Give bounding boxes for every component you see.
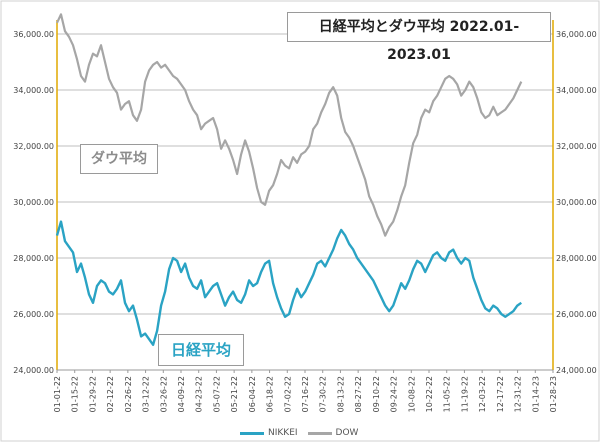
x-tick-label: 01-28-23	[549, 376, 558, 412]
y-axis-left-ticks: 24,000.00 26,000.00 28,000.00 30,000.00 32,0…	[13, 30, 54, 375]
y-tick-label-left: 36,000.00	[13, 30, 54, 39]
chart-title: 日経平均とダウ平均 2022.01-2023.01	[287, 12, 551, 63]
y-tick-label-left: 30,000.00	[13, 198, 54, 207]
x-tick-label: 03-12-22	[142, 376, 151, 412]
x-tick-label: 12-31-22	[514, 376, 523, 412]
y-tick-label-right: 28,000.00	[556, 254, 597, 263]
y-axis-right-ticks: 24,000.00 26,000.00 28,000.00 30,000.00 32,0…	[556, 30, 597, 375]
x-tick-label: 09-24-22	[390, 376, 399, 412]
y-tick-label-right: 30,000.00	[556, 198, 597, 207]
legend-item-nikkei: NIKKEI	[240, 428, 298, 438]
x-tick-label: 12-17-22	[496, 376, 505, 412]
x-tick-label: 09-10-22	[372, 376, 381, 412]
x-tick-label: 01-01-22	[53, 376, 62, 412]
y-tick-label-right: 36,000.00	[556, 30, 597, 39]
legend-label-dow: DOW	[335, 428, 359, 438]
x-tick-label: 07-30-22	[319, 376, 328, 412]
x-tick-label: 05-07-22	[212, 376, 221, 412]
x-tick-label: 02-26-22	[124, 376, 133, 412]
y-tick-label-left: 34,000.00	[13, 86, 54, 95]
x-tick-label: 02-12-22	[106, 376, 115, 412]
x-tick-label: 04-23-22	[195, 376, 204, 412]
dow-annotation: ダウ平均	[80, 144, 158, 174]
series-lines	[55, 13, 523, 346]
x-tick-label: 11-19-22	[460, 376, 469, 412]
x-tick-label: 04-09-22	[177, 376, 186, 412]
x-tick-label: 08-13-22	[336, 376, 345, 412]
x-tick-label: 08-27-22	[354, 376, 363, 412]
y-tick-label-right: 32,000.00	[556, 142, 597, 151]
x-tick-label: 07-16-22	[301, 376, 310, 412]
x-axis-ticks: 01-01-22 01-15-22 01-29-22 02-12-22 02-26-22…	[53, 370, 558, 412]
y-tick-label-right: 24,000.00	[556, 366, 597, 375]
legend-item-dow: DOW	[307, 428, 359, 438]
x-tick-label: 06-18-22	[266, 376, 275, 412]
x-tick-label: 11-05-22	[443, 376, 452, 412]
x-tick-label: 07-02-22	[283, 376, 292, 412]
y-tick-label-right: 34,000.00	[556, 86, 597, 95]
legend: NIKKEI DOW	[240, 426, 358, 440]
x-tick-label: 03-26-22	[159, 376, 168, 412]
axes	[56, 20, 554, 371]
y-tick-label-left: 26,000.00	[13, 310, 54, 319]
x-tick-label: 01-29-22	[88, 376, 97, 412]
legend-swatch-nikkei	[240, 431, 264, 435]
series-line-dow	[56, 13, 523, 237]
y-tick-label-right: 26,000.00	[556, 310, 597, 319]
x-tick-label: 05-21-22	[230, 376, 239, 412]
gridlines	[57, 33, 553, 371]
legend-label-nikkei: NIKKEI	[268, 428, 298, 438]
x-tick-label: 01-15-22	[71, 376, 80, 412]
nikkei-annotation: 日経平均	[158, 334, 244, 366]
x-tick-label: 10-08-22	[407, 376, 416, 412]
legend-swatch-dow	[307, 431, 332, 435]
x-tick-label: 01-14-23	[531, 376, 540, 412]
series-line-nikkei	[55, 220, 522, 346]
x-tick-label: 10-22-22	[425, 376, 434, 412]
x-tick-label: 06-04-22	[248, 376, 257, 412]
y-tick-label-left: 32,000.00	[13, 142, 54, 151]
x-tick-label: 12-03-22	[478, 376, 487, 412]
y-tick-label-left: 24,000.00	[13, 366, 54, 375]
y-tick-label-left: 28,000.00	[13, 254, 54, 263]
